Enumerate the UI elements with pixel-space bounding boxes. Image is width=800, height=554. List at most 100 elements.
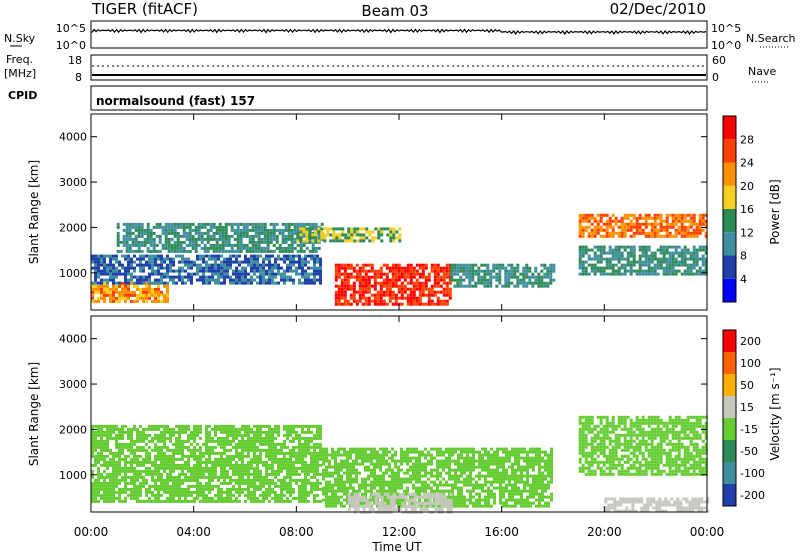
heatmap-cell-region-0 [118, 448, 121, 452]
heatmap-cell-region-2 [170, 228, 174, 232]
heatmap-cell-region-0 [118, 430, 121, 434]
heatmap-cell-region-4 [367, 269, 371, 273]
heatmap-cell-region-7 [650, 272, 654, 276]
heatmap-cell-region-1 [481, 468, 484, 472]
heatmap-cell-region-2 [224, 225, 228, 229]
heatmap-cell-region-0 [157, 469, 160, 473]
heatmap-cell-region-0 [268, 442, 271, 446]
heatmap-cell-region-3 [344, 236, 348, 240]
heatmap-cell-region-4 [442, 272, 446, 276]
heatmap-cell-region-0 [130, 475, 133, 479]
heatmap-cell-region-1 [94, 266, 97, 270]
heatmap-cell-region-0 [247, 463, 250, 467]
heatmap-cell-region-0 [298, 472, 301, 476]
heatmap-cell-region-5 [504, 278, 508, 282]
heatmap-cell-region-0 [244, 445, 247, 449]
plot-title: TIGER (fitACF) [91, 0, 198, 18]
heatmap-cell-region-1 [304, 263, 307, 267]
heatmap-cell-region-1 [91, 254, 94, 258]
heatmap-cell-region-1 [346, 456, 349, 460]
heatmap-cell-region-2 [128, 234, 132, 238]
heatmap-cell-region-0 [250, 427, 253, 431]
heatmap-cell-region-2 [305, 246, 309, 250]
heatmap-cell-region-2 [179, 222, 183, 226]
heatmap-cell-region-6 [587, 231, 591, 235]
heatmap-cell-region-1 [370, 468, 373, 472]
heatmap-cell-region-1 [112, 281, 115, 285]
heatmap-cell-region-2 [287, 222, 291, 226]
heatmap-cell-region-1 [349, 477, 352, 481]
heatmap-cell-region-2 [248, 249, 252, 253]
heatmap-cell-region-0 [139, 433, 142, 437]
heatmap-cell-region-1 [397, 480, 400, 484]
heatmap-cell-region-0 [142, 290, 145, 294]
heatmap-cell-region-4 [340, 272, 344, 276]
heatmap-cell-region-0 [313, 499, 316, 503]
heatmap-cell-region-0 [97, 499, 100, 503]
heatmap-cell-region-2 [281, 222, 285, 226]
heatmap-cell-region-4 [448, 281, 452, 285]
heatmap-cell-region-2 [140, 234, 144, 238]
heatmap-cell-region-7 [632, 257, 636, 261]
heatmap-cell-region-1 [196, 272, 199, 276]
heatmap-cell-region-1 [322, 498, 325, 502]
heatmap-cell-region-6 [704, 213, 708, 217]
heatmap-cell-region-1 [448, 474, 451, 478]
heatmap-cell-region-0 [130, 466, 133, 470]
heatmap-cell-region-1 [403, 459, 406, 463]
heatmap-cell-region-0 [229, 427, 232, 431]
heatmap-cell-region-0 [289, 439, 292, 443]
heatmap-cell-region-2 [200, 225, 204, 229]
heatmap-cell-region-0 [298, 484, 301, 488]
heatmap-cell-region-2 [287, 225, 291, 229]
heatmap-cell-region-2 [137, 225, 141, 229]
heatmap-cell-region-0 [169, 469, 172, 473]
heatmap-cell-region-7 [662, 269, 666, 273]
heatmap-cell-region-0 [166, 284, 169, 288]
heatmap-cell-region-0 [172, 496, 175, 500]
heatmap-cell-region-4 [406, 287, 410, 291]
heatmap-cell-region-0 [217, 442, 220, 446]
heatmap-cell-region-0 [217, 484, 220, 488]
heatmap-cell-region-1 [166, 257, 169, 261]
heatmap-cell-region-0 [160, 454, 163, 458]
heatmap-cell-region-0 [277, 457, 280, 461]
heatmap-cell-region-0 [157, 490, 160, 494]
nsky-trace [91, 28, 707, 36]
heatmap-cell-region-1 [286, 263, 289, 267]
heatmap-cell-region-1 [316, 269, 319, 273]
heatmap-cell-region-7 [686, 269, 690, 273]
heatmap-cell-region-1 [277, 257, 280, 261]
heatmap-cell-region-1 [97, 254, 100, 258]
heatmap-cell-region-3 [371, 230, 375, 234]
heatmap-cell-region-0 [127, 430, 130, 434]
heatmap-cell-region-1 [247, 278, 250, 282]
heatmap-cell-region-1 [268, 254, 271, 258]
heatmap-cell-region-7 [647, 269, 651, 273]
heatmap-cell-region-1 [154, 257, 157, 261]
heatmap-cell-region-2 [251, 240, 255, 244]
heatmap-cell-region-1 [328, 504, 331, 508]
heatmap-cell-region-0 [298, 490, 301, 494]
heatmap-cell-region-7 [686, 251, 690, 255]
heatmap-cell-region-6 [662, 219, 666, 223]
heatmap-cell-region-7 [629, 272, 633, 276]
heatmap-cell-region-6 [581, 213, 585, 217]
heatmap-cell-region-2 [122, 234, 126, 238]
heatmap-cell-region-5 [513, 266, 517, 270]
heatmap-cell-region-7 [653, 269, 657, 273]
heatmap-cell-region-2 [248, 234, 252, 238]
heatmap-cell-region-2 [251, 222, 255, 226]
heatmap-cell-region-7 [614, 257, 618, 261]
heatmap-cell-region-1 [406, 492, 409, 496]
heatmap-cell-region-6 [692, 234, 696, 238]
heatmap-cell-region-7 [593, 245, 597, 249]
heatmap-cell-region-2 [284, 234, 288, 238]
heatmap-cell-region-1 [397, 465, 400, 469]
heatmap-cell-region-1 [199, 266, 202, 270]
heatmap-cell-region-0 [283, 493, 286, 497]
heatmap-cell-region-5 [534, 275, 538, 279]
heatmap-cell-region-1 [349, 471, 352, 475]
heatmap-cell-region-7 [599, 269, 603, 273]
